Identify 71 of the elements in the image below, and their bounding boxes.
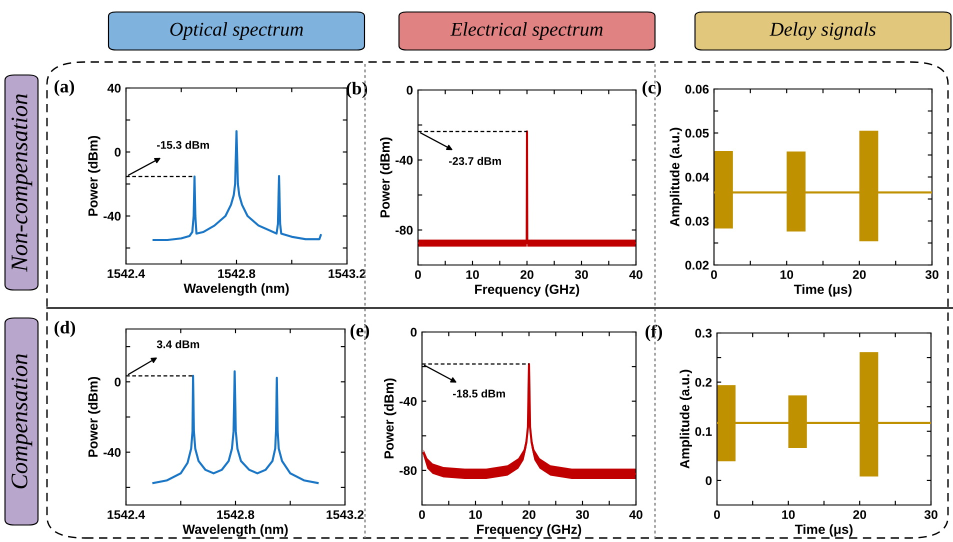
x-tick-label: 1542.8 [217,510,254,520]
x-tick-label: 20 [520,270,534,280]
y-tick-label: -40 [400,397,417,406]
x-tick-label: 40 [629,510,642,520]
y-axis-title: Power (dBm) [380,137,392,218]
line-series [152,130,322,242]
y-tick-label: 0 [114,148,121,157]
y-tick-label: -80 [400,466,417,476]
x-tick-label: 10 [469,510,482,520]
y-tick-label: 0.02 [685,260,709,270]
x-tick-label: 20 [853,510,866,520]
x-axis-title: Time (μs) [794,284,852,297]
text: (a) [54,80,74,96]
legend-label: -18.5 dBm [452,389,505,398]
x-axis-title: Time (μs) [794,524,853,537]
x-tick-label: 10 [780,270,794,280]
x-tick-label: 10 [782,510,795,520]
chart-title: Delay signals [770,22,876,40]
chart-title: Optical spectrum [170,22,303,40]
x-tick-label: 1543.2 [326,510,364,520]
y-tick-label: 0.05 [685,128,709,138]
text: Non-compensation [12,94,32,272]
x-tick-label: 40 [629,270,642,280]
y-axis-title: Power (dBm) [88,136,100,216]
y-tick-label: 0.03 [685,216,709,226]
y-tick-label: 0.3 [695,328,712,338]
x-axis-title: Frequency (GHz) [475,284,580,297]
text: (c) [642,80,662,98]
y-tick-label: -40 [396,156,413,165]
y-tick-label: -40 [104,212,121,221]
x-tick-label: 1542.4 [108,510,146,520]
y-tick-label: 0.04 [685,172,710,182]
y-tick-label: 0 [706,476,712,486]
x-tick-label: 10 [466,270,479,280]
y-tick-label: 0.06 [685,84,709,94]
x-tick-label: 1542.4 [108,269,146,278]
ref-line-label: -15.3 dBm [156,140,209,149]
x-tick-label: 0 [419,510,425,520]
y-tick-label: 0 [410,328,417,337]
y-tick-label: 0.2 [695,378,712,387]
y-axis-title: Power (dBm) [384,378,396,458]
text: (e) [350,324,370,340]
x-tick-label: 30 [924,510,938,520]
x-tick-label: 20 [852,270,866,280]
x-tick-label: 20 [522,510,536,520]
y-tick-label: 0.1 [695,427,712,436]
text: (f) [646,324,662,342]
x-tick-label: 30 [574,270,588,280]
text: Compensation [12,354,32,488]
x-tick-label: 30 [576,510,589,520]
line-series [152,370,319,484]
y-tick-label: 0 [406,86,413,95]
y-tick-label: 0 [114,378,121,386]
legend-label: -23.7 dBm [448,156,501,166]
y-tick-label: 40 [107,84,121,93]
chart-title: Electrical spectrum [450,22,603,40]
y-axis-title: Power (dBm) [88,376,100,457]
y-tick-label: -80 [396,226,413,235]
legend-label: 3.4 dBm [156,340,200,348]
text: (d) [54,320,76,338]
y-axis-title: Amplitude (a.u.) [670,128,682,227]
x-tick-label: 1542.8 [218,269,256,278]
x-axis-title: Wavelength (nm) [184,283,289,296]
x-axis-title: Wavelength (nm) [182,524,288,537]
x-axis-title: Frequency (GHz) [477,524,582,537]
line-series [422,362,636,475]
x-tick-label: 30 [925,270,938,280]
y-axis-title: Amplitude (a.u.) [680,370,692,469]
y-tick-label: -40 [104,448,121,457]
x-tick-label: 1543.2 [328,269,366,278]
x-tick-label: 0 [714,510,720,520]
